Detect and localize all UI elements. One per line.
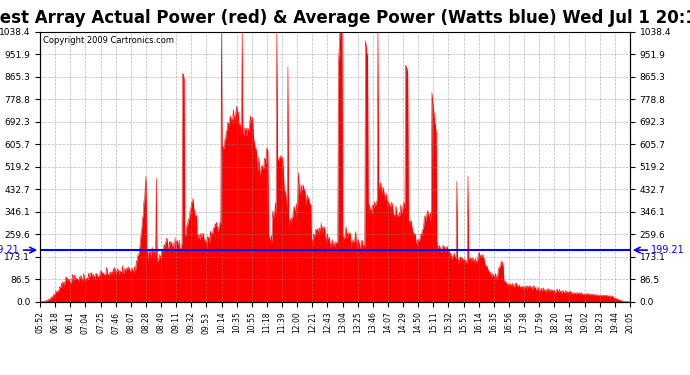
Text: Copyright 2009 Cartronics.com: Copyright 2009 Cartronics.com [43,36,174,45]
Text: West Array Actual Power (red) & Average Power (Watts blue) Wed Jul 1 20:12: West Array Actual Power (red) & Average … [0,9,690,27]
Text: 199.21: 199.21 [0,245,19,255]
Text: 199.21: 199.21 [651,245,685,255]
